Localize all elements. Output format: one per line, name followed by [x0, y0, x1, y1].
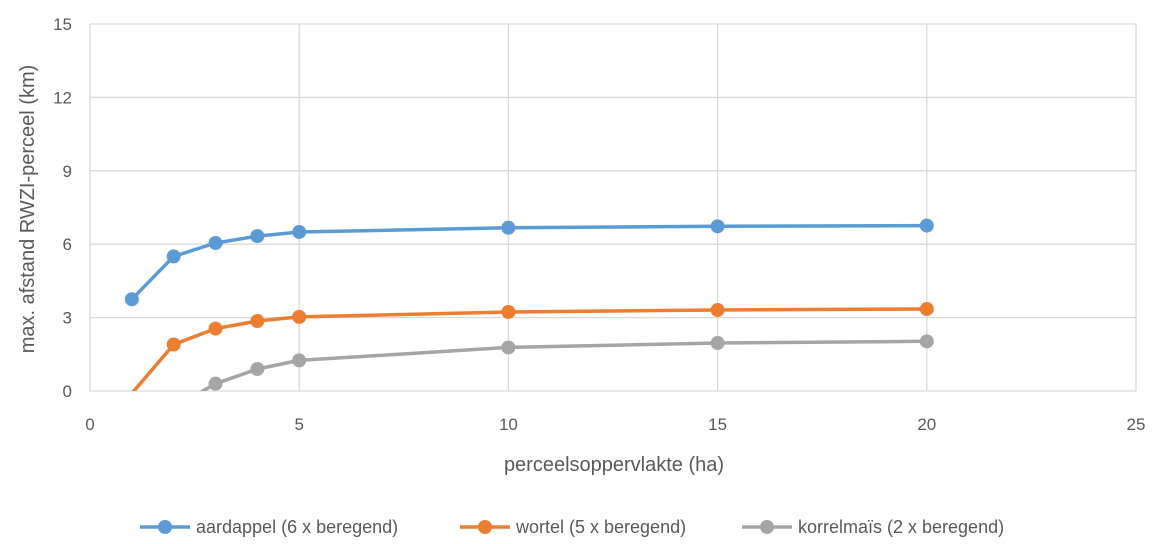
data-point [166, 249, 181, 264]
series [124, 218, 934, 391]
data-point [208, 235, 223, 250]
y-tick-label: 0 [63, 382, 72, 401]
series-line [199, 339, 929, 391]
series-line [130, 223, 929, 302]
legend-marker [760, 520, 774, 534]
data-point [208, 321, 223, 336]
data-point [501, 220, 516, 235]
x-tick-label: 0 [85, 415, 94, 434]
legend-item: aardappel (6 x beregend) [140, 517, 398, 537]
data-point [710, 219, 725, 234]
legend-item: wortel (5 x beregend) [460, 517, 686, 537]
data-point [919, 334, 934, 349]
data-point [208, 376, 223, 391]
data-point [501, 340, 516, 355]
data-point [710, 303, 725, 318]
y-tick-label: 12 [53, 88, 72, 107]
legend-label: korrelmaïs (2 x beregend) [798, 517, 1004, 537]
data-point [292, 224, 307, 239]
data-point [250, 229, 265, 244]
y-tick-label: 9 [63, 162, 72, 181]
legend-marker [158, 520, 172, 534]
series-2 [199, 334, 934, 391]
legend-marker [478, 520, 492, 534]
x-tick-label: 5 [294, 415, 303, 434]
tick-labels: 0 3 6 9 12 15 0 5 10 15 20 25 [53, 15, 1145, 434]
data-point [250, 314, 265, 329]
y-axis-title: max. afstand RWZI-perceel (km) [17, 65, 39, 354]
legend: aardappel (6 x beregend) wortel (5 x bere… [140, 517, 1004, 537]
legend-item: korrelmaïs (2 x beregend) [742, 517, 1004, 537]
data-point [292, 353, 307, 368]
grid [89, 23, 1137, 392]
data-point [292, 309, 307, 324]
data-point [919, 302, 934, 317]
data-point [250, 361, 265, 376]
data-point [501, 304, 516, 319]
legend-label: wortel (5 x beregend) [515, 517, 686, 537]
y-tick-label: 3 [63, 309, 72, 328]
series-line [131, 307, 929, 391]
x-axis-title: perceelsoppervlakte (ha) [504, 454, 724, 476]
legend-label: aardappel (6 x beregend) [196, 517, 398, 537]
x-tick-label: 25 [1127, 415, 1146, 434]
series-0 [124, 218, 934, 307]
x-tick-label: 10 [499, 415, 518, 434]
series-1 [131, 302, 934, 391]
data-point [124, 292, 139, 307]
y-tick-label: 6 [63, 235, 72, 254]
y-tick-label: 15 [53, 15, 72, 34]
data-point [919, 218, 934, 233]
data-point [710, 336, 725, 351]
x-tick-label: 20 [917, 415, 936, 434]
data-point [166, 337, 181, 352]
x-tick-label: 15 [708, 415, 727, 434]
